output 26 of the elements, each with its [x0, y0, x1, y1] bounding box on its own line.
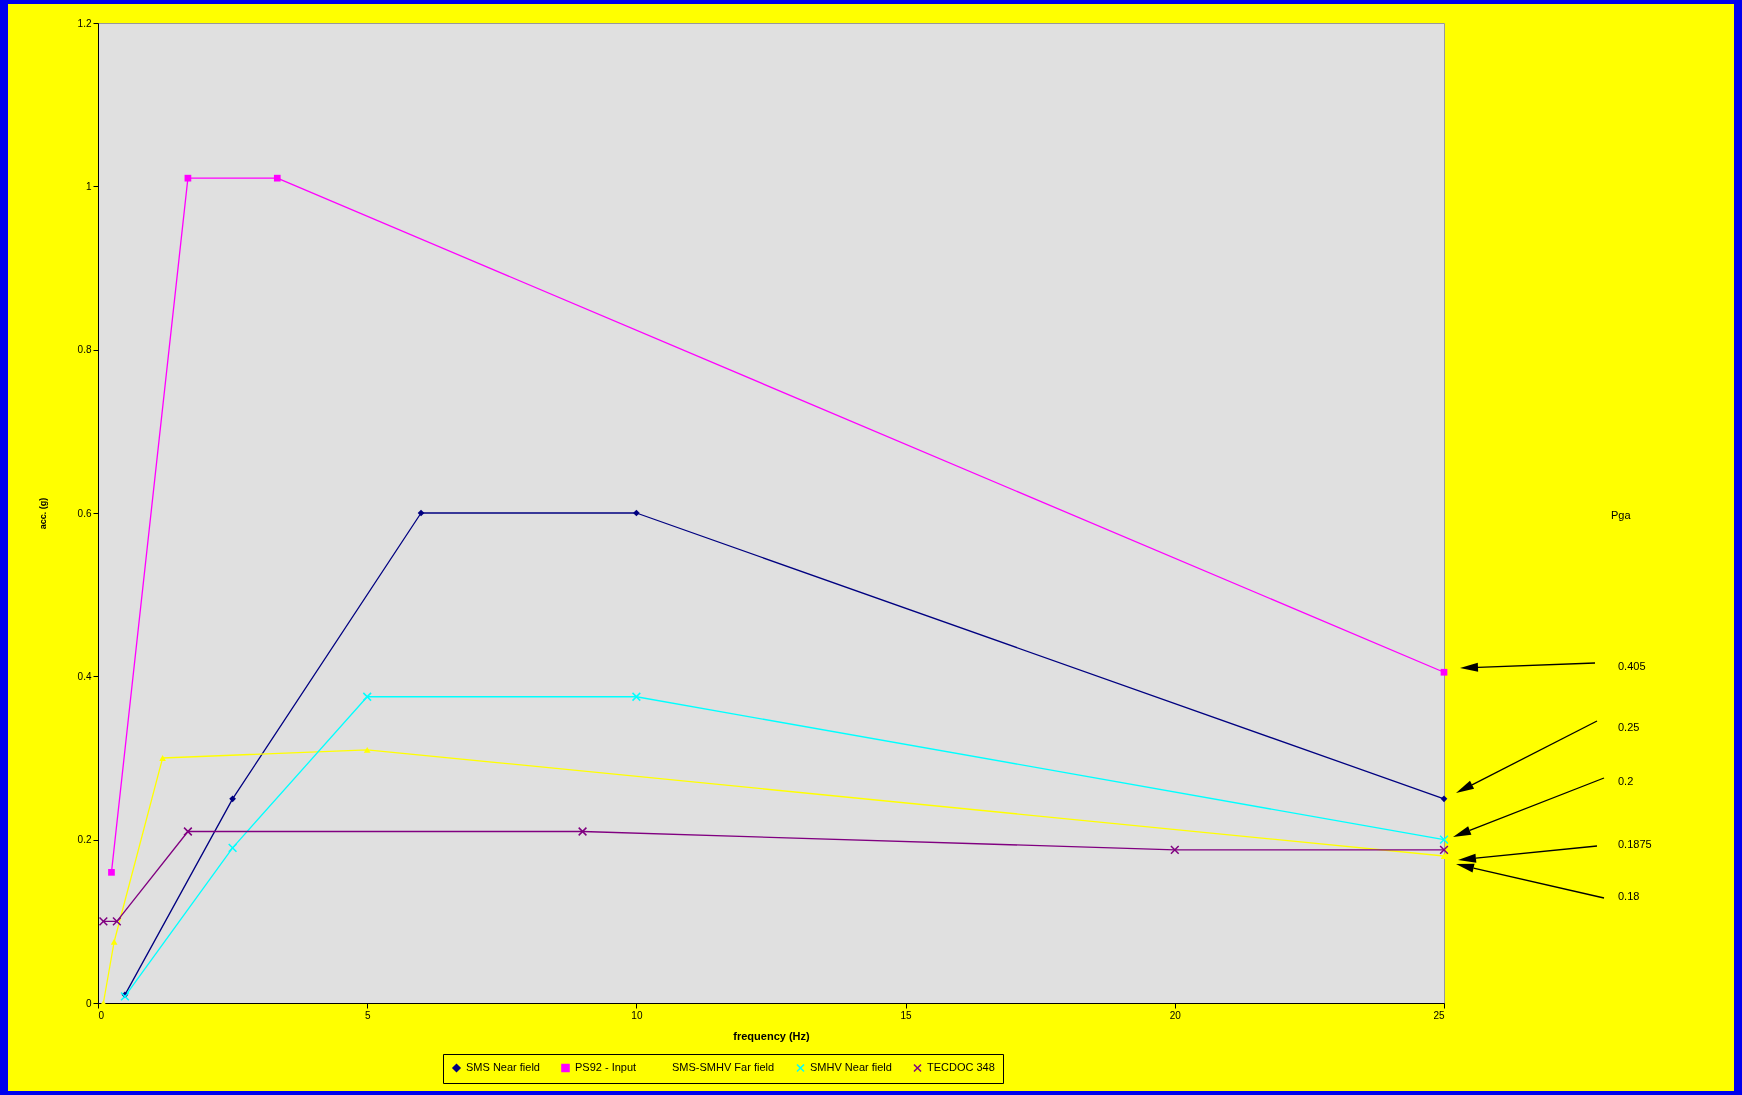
legend-label: TECDOC 348 [927, 1060, 995, 1073]
x-tick-label: 15 [900, 1009, 913, 1021]
text: 0.25 [1618, 721, 1640, 733]
y-axis-title: acc. (g) [37, 497, 48, 530]
y-tick-label: 0.8 [77, 344, 92, 356]
text: SMS-SMHV Far field [672, 1061, 775, 1074]
x-tick-label: 0 [98, 1009, 105, 1021]
x-tick-label: 25 [1433, 1009, 1445, 1021]
y-tick-label: 0.2 [77, 834, 92, 846]
y-tick-label: 0.4 [77, 670, 92, 682]
text: 0.1875 [1618, 838, 1652, 850]
x-axis-title: frequency (Hz) [733, 1029, 811, 1042]
text: 0.18 [1618, 890, 1640, 902]
y-tick-label: 0 [85, 997, 92, 1009]
legend-label: PS92 - Input [575, 1060, 637, 1073]
y-tick-label: 1.2 [77, 17, 92, 29]
x-tick-label: 5 [364, 1009, 371, 1021]
y-tick-label: 1 [85, 180, 92, 192]
x-tick-label: 20 [1169, 1009, 1182, 1021]
legend-label: SMS Near field [466, 1060, 540, 1073]
text: 0.405 [1618, 660, 1646, 672]
x-tick-label: 10 [631, 1009, 643, 1021]
text: Pga [1611, 509, 1632, 521]
legend-label: SMHV Near field [810, 1060, 892, 1073]
text: 0.2 [1618, 775, 1634, 787]
y-tick-label: 0.6 [77, 507, 92, 519]
